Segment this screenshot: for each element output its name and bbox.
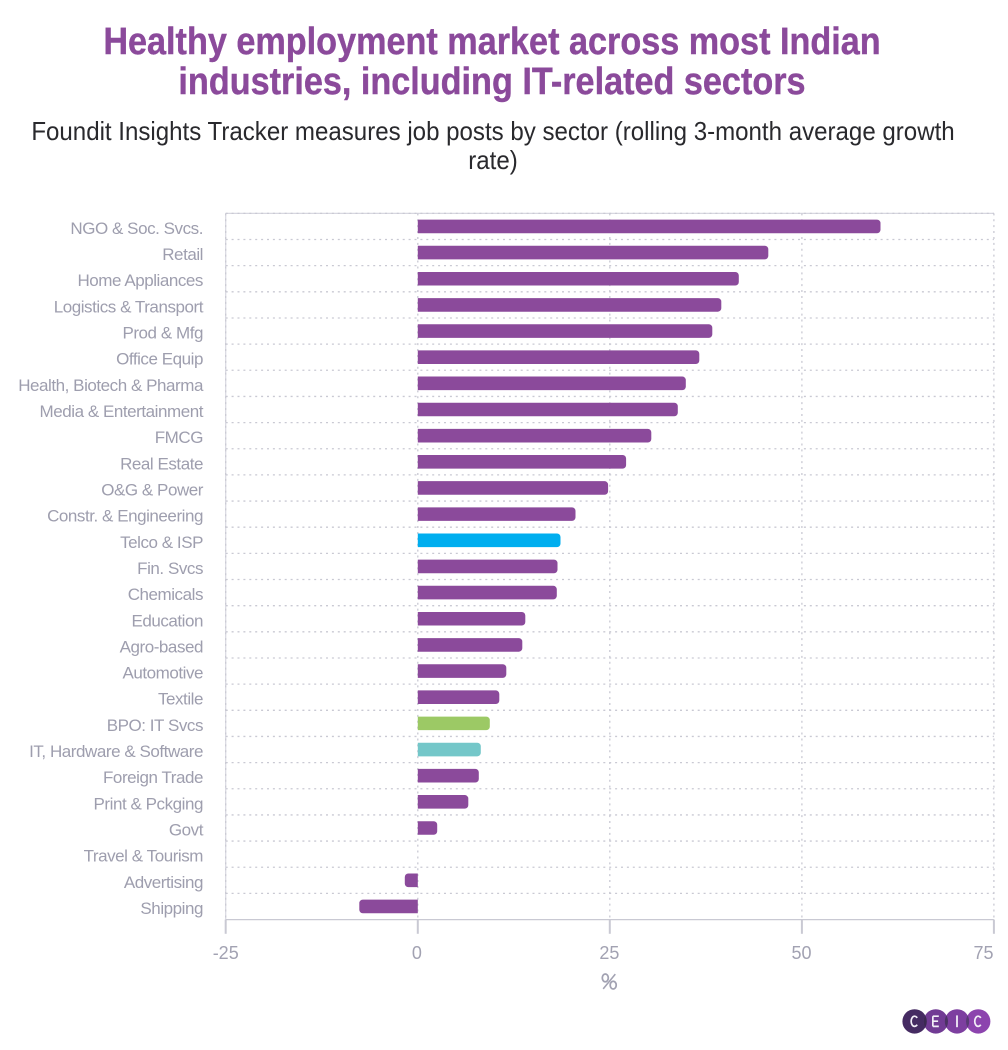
svg-text:Telco & ISP: Telco & ISP	[120, 533, 203, 552]
svg-text:IT, Hardware & Software: IT, Hardware & Software	[29, 742, 203, 761]
svg-text:0: 0	[412, 943, 422, 963]
svg-text:Office Equip: Office Equip	[116, 350, 203, 369]
svg-text:Prod & Mfg: Prod & Mfg	[122, 324, 203, 343]
svg-text:NGO & Soc. Svcs.: NGO & Soc. Svcs.	[70, 219, 203, 238]
svg-text:-25: -25	[213, 943, 239, 963]
svg-text:Logistics & Transport: Logistics & Transport	[54, 297, 204, 316]
svg-text:Textile: Textile	[158, 690, 203, 709]
svg-text:Health, Biotech & Pharma: Health, Biotech & Pharma	[18, 376, 204, 395]
svg-text:Constr. & Engineering: Constr. & Engineering	[47, 507, 203, 526]
svg-text:Foreign Trade: Foreign Trade	[103, 768, 203, 787]
svg-text:FMCG: FMCG	[155, 428, 203, 447]
svg-text:Agro-based: Agro-based	[120, 637, 203, 656]
svg-text:Home Appliances: Home Appliances	[77, 271, 203, 290]
svg-text:Automotive: Automotive	[122, 664, 203, 683]
svg-text:Chemicals: Chemicals	[128, 585, 203, 604]
svg-text:Print & Pckging: Print & Pckging	[94, 794, 203, 813]
svg-text:Real Estate: Real Estate	[120, 454, 203, 473]
svg-text:Media & Entertainment: Media & Entertainment	[40, 402, 204, 421]
svg-text:BPO: IT Svcs: BPO: IT Svcs	[107, 716, 203, 735]
svg-text:25: 25	[599, 943, 619, 963]
svg-text:Retail: Retail	[162, 245, 203, 264]
svg-text:Travel & Tourism: Travel & Tourism	[84, 847, 204, 866]
svg-text:O&G & Power: O&G & Power	[101, 480, 204, 499]
svg-text:Govt: Govt	[169, 820, 204, 839]
svg-text:Advertising: Advertising	[124, 873, 203, 892]
svg-text:75: 75	[973, 943, 993, 963]
svg-text:Education: Education	[131, 611, 203, 630]
svg-text:Shipping: Shipping	[140, 899, 203, 918]
svg-text:Fin. Svcs: Fin. Svcs	[137, 559, 203, 578]
svg-text:50: 50	[791, 943, 811, 963]
